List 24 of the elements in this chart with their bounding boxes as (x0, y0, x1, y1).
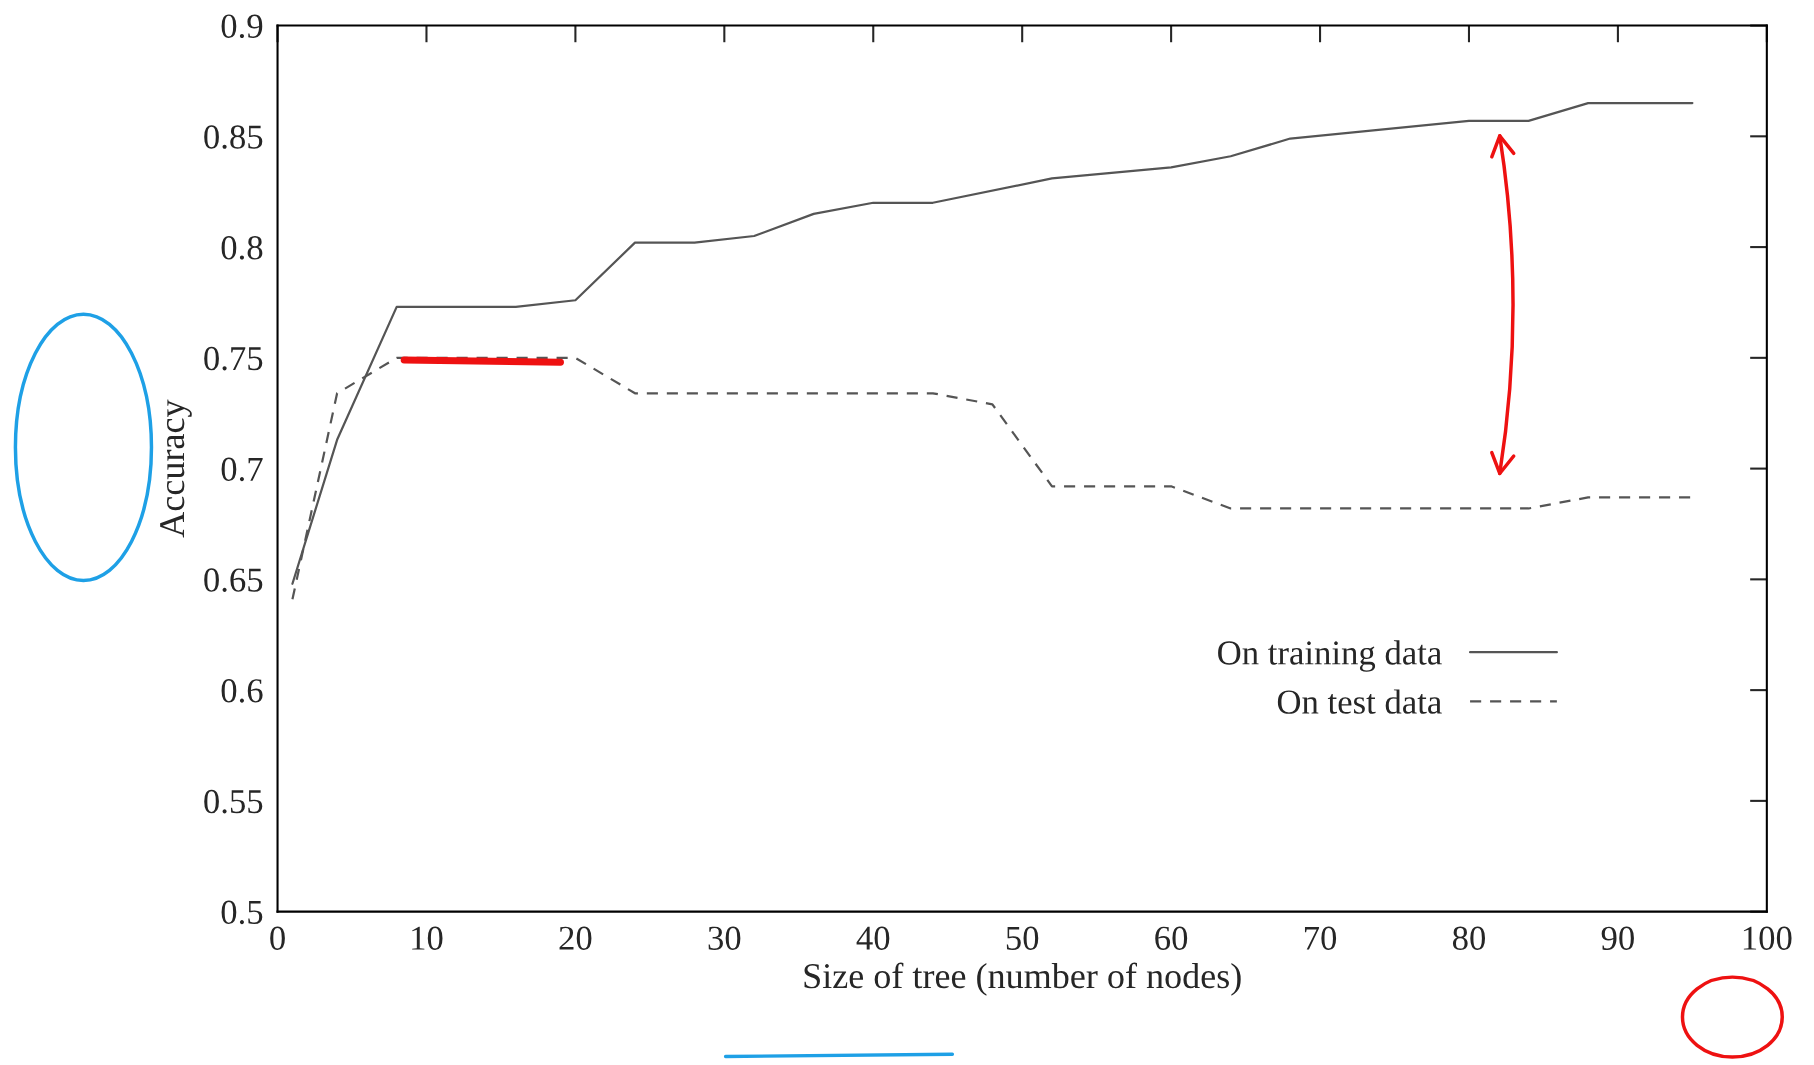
x-tick-label: 60 (1155, 926, 1188, 950)
legend-label: On test data (1277, 689, 1442, 714)
y-tick-label: 0.85 (204, 125, 263, 149)
y-tick-label: 0.55 (204, 789, 263, 814)
x-tick-label: 90 (1601, 926, 1634, 950)
x-tick-label: 0 (270, 926, 285, 950)
x-axis-title: Size of tree (number of nodes) (804, 962, 1241, 996)
x-tick-label: 10 (412, 926, 443, 950)
x-tick-label: 100 (1743, 926, 1792, 950)
y-tick-label: 0.6 (221, 679, 263, 703)
x-tick-label: 20 (559, 926, 592, 950)
y-tick-label: 0.9 (221, 14, 263, 39)
y-tick-label: 0.5 (221, 900, 263, 925)
x-tick-label: 80 (1452, 926, 1486, 950)
x-tick-label: 30 (708, 926, 741, 950)
x-tick-label: 50 (1006, 926, 1039, 950)
y-tick-label: 0.8 (221, 236, 263, 260)
x-tick-label: 40 (856, 926, 890, 950)
y-tick-label: 0.75 (204, 346, 263, 371)
y-tick-label: 0.65 (204, 568, 263, 592)
legend-label: On training data (1218, 640, 1442, 672)
y-axis-title: Accuracy (160, 399, 192, 538)
y-tick-label: 0.7 (221, 457, 263, 482)
x-tick-label: 70 (1304, 926, 1337, 950)
